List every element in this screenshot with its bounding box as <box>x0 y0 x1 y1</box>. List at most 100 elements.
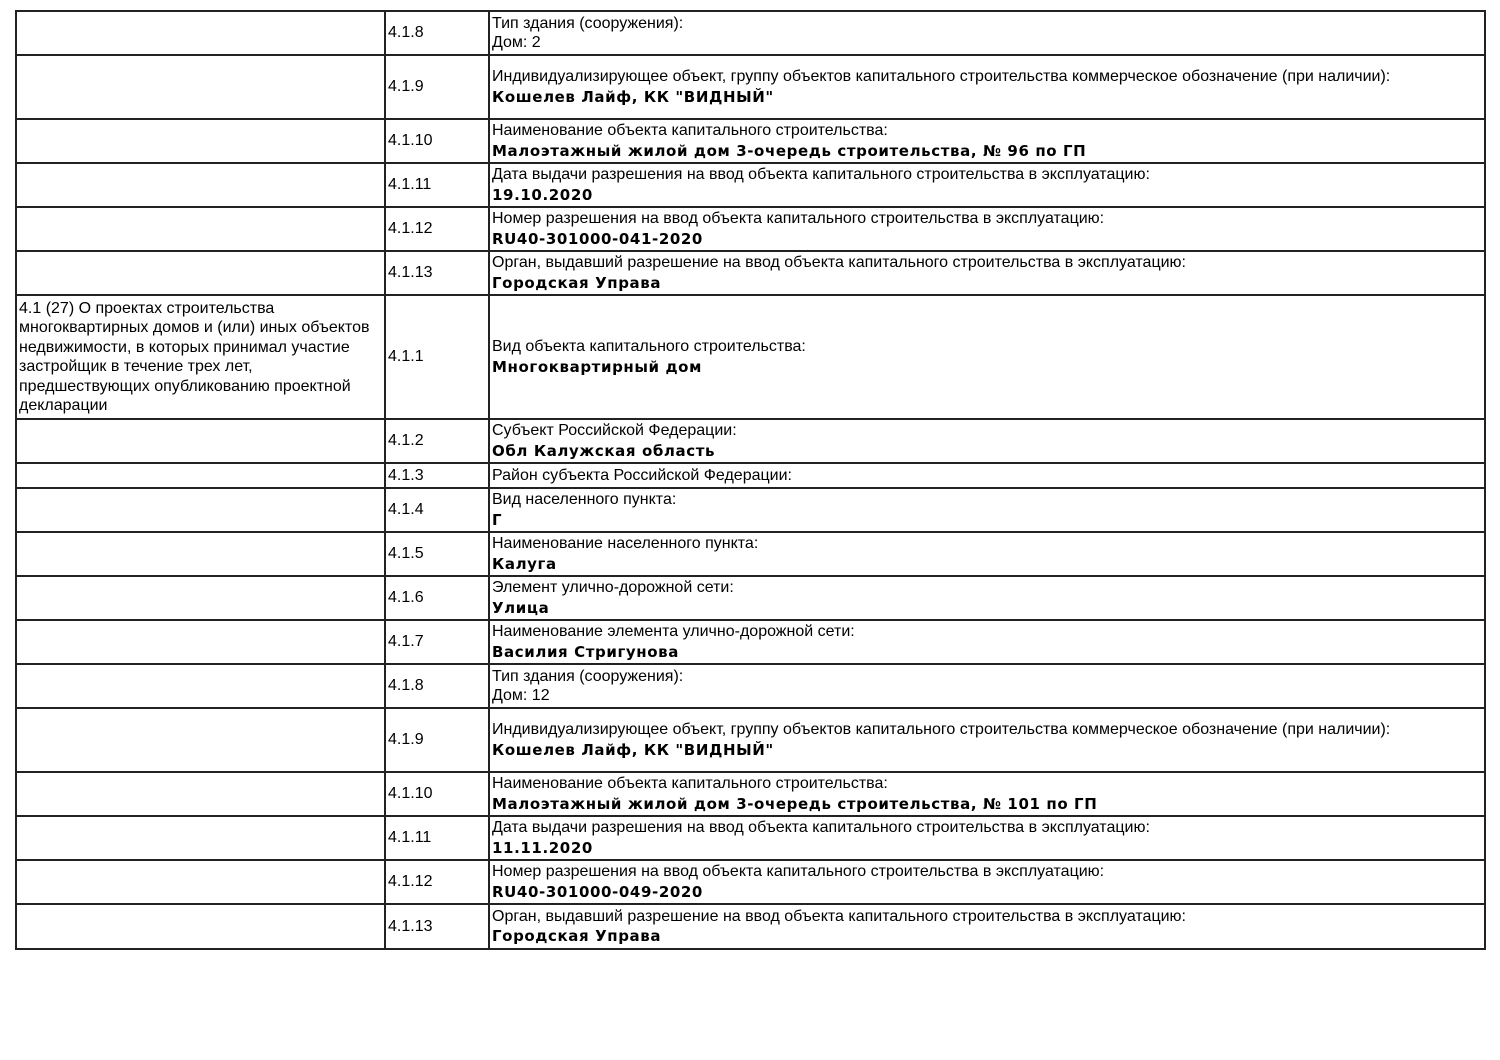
content-cell: Номер разрешения на ввод объекта капитал… <box>488 859 1486 905</box>
field-label: Наименование элемента улично-дорожной се… <box>492 623 855 641</box>
table-row: 4.1.13 Орган, выдавший разрешение на ввод… <box>15 250 1486 296</box>
field-label: Наименование объекта капитального строит… <box>492 122 888 140</box>
section-cell: 4.1 (27) О проектах строительства многок… <box>15 294 386 420</box>
field-value: Городская Управа <box>492 927 662 946</box>
section-cell <box>15 619 386 665</box>
code-cell: 4.1.6 <box>384 575 490 621</box>
field-label: Номер разрешения на ввод объекта капитал… <box>492 210 1105 228</box>
section-cell <box>15 663 386 709</box>
section-cell <box>15 859 386 905</box>
table-row: 4.1.11 Дата выдачи разрешения на ввод объ… <box>15 162 1486 208</box>
field-value: 19.10.2020 <box>492 185 593 204</box>
field-label: Дата выдачи разрешения на ввод объекта к… <box>492 166 1150 184</box>
section-cell <box>15 250 386 296</box>
code-cell: 4.1.9 <box>384 707 490 773</box>
section-cell <box>15 531 386 577</box>
content-cell: Дата выдачи разрешения на ввод объекта к… <box>488 815 1486 861</box>
field-label: Наименование населенного пункта: <box>492 535 759 553</box>
table-row: 4.1.10 Наименование объекта капитального … <box>15 118 1486 164</box>
field-label: Дата выдачи разрешения на ввод объекта к… <box>492 819 1150 837</box>
field-label: Индивидуализирующее объект, группу объек… <box>492 721 1391 739</box>
field-value: Дом: 2 <box>492 34 541 51</box>
field-value: RU40-301000-041-2020 <box>492 229 703 248</box>
field-label: Наименование объекта капитального строит… <box>492 775 888 793</box>
table-row: 4.1.10 Наименование объекта капитального … <box>15 771 1486 817</box>
section-cell <box>15 575 386 621</box>
table-row: 4.1.9 Индивидуализирующее объект, группу … <box>15 54 1486 120</box>
field-value: Кошелев Лайф, КК "ВИДНЫЙ" <box>492 87 774 106</box>
table-row: 4.1.5 Наименование населенного пункта: Кал… <box>15 531 1486 577</box>
section-cell <box>15 118 386 164</box>
section-cell <box>15 487 386 533</box>
code-cell: 4.1.9 <box>384 54 490 120</box>
content-cell: Орган, выдавший разрешение на ввод объек… <box>488 250 1486 296</box>
field-value: Обл Калужская область <box>492 441 716 460</box>
field-label: Вид населенного пункта: <box>492 491 677 509</box>
field-value: Малоэтажный жилой дом 3-очередь строител… <box>492 141 1087 160</box>
table-row: 4.1.12 Номер разрешения на ввод объекта к… <box>15 859 1486 905</box>
content-cell: Наименование объекта капитального строит… <box>488 118 1486 164</box>
table-row: 4.1.12 Номер разрешения на ввод объекта к… <box>15 206 1486 252</box>
table-row: 4.1.9 Индивидуализирующее объект, группу … <box>15 707 1486 773</box>
code-cell: 4.1.11 <box>384 815 490 861</box>
section-cell <box>15 707 386 773</box>
content-cell: Индивидуализирующее объект, группу объек… <box>488 54 1486 120</box>
code-cell: 4.1.10 <box>384 771 490 817</box>
field-value: Многоквартирный дом <box>492 357 702 376</box>
code-cell: 4.1.4 <box>384 487 490 533</box>
code-cell: 4.1.1 <box>384 294 490 420</box>
field-value: Василия Стригунова <box>492 642 679 661</box>
content-cell: Дата выдачи разрешения на ввод объекта к… <box>488 162 1486 208</box>
field-label: Тип здания (сооружения): <box>492 14 684 32</box>
field-value: Городская Управа <box>492 273 662 292</box>
field-value: Дом: 12 <box>492 687 550 704</box>
code-cell: 4.1.12 <box>384 206 490 252</box>
section-cell <box>15 10 386 56</box>
field-label: Орган, выдавший разрешение на ввод объек… <box>492 907 1186 925</box>
code-cell: 4.1.2 <box>384 418 490 464</box>
field-label: Индивидуализирующее объект, группу объек… <box>492 68 1391 86</box>
field-label: Тип здания (сооружения): <box>492 667 684 685</box>
table-row: 4.1.3 Район субъекта Российской Федерации… <box>15 462 1486 489</box>
content-cell: Элемент улично-дорожной сети: Улица <box>488 575 1486 621</box>
code-cell: 4.1.3 <box>384 462 490 489</box>
table-row: 4.1.13 Орган, выдавший разрешение на ввод… <box>15 903 1486 950</box>
declaration-table-body: 4.1.8 Тип здания (сооружения): Дом: 2 4.1.9… <box>15 10 1486 950</box>
content-cell: Номер разрешения на ввод объекта капитал… <box>488 206 1486 252</box>
field-label: Номер разрешения на ввод объекта капитал… <box>492 863 1105 881</box>
table-row: 4.1.8 Тип здания (сооружения): Дом: 2 <box>15 10 1486 56</box>
content-cell: Тип здания (сооружения): Дом: 12 <box>488 663 1486 709</box>
table-row: 4.1.7 Наименование элемента улично-дорожн… <box>15 619 1486 665</box>
content-cell: Вид объекта капитального строительства: М… <box>488 294 1486 420</box>
table-row: 4.1.8 Тип здания (сооружения): Дом: 12 <box>15 663 1486 709</box>
code-cell: 4.1.13 <box>384 903 490 950</box>
table-row: 4.1.4 Вид населенного пункта: Г <box>15 487 1486 533</box>
content-cell: Тип здания (сооружения): Дом: 2 <box>488 10 1486 56</box>
declaration-table: 4.1.8 Тип здания (сооружения): Дом: 2 4.1.9… <box>15 10 1486 950</box>
content-cell: Наименование населенного пункта: Калуга <box>488 531 1486 577</box>
code-cell: 4.1.10 <box>384 118 490 164</box>
table-row: 4.1.11 Дата выдачи разрешения на ввод объ… <box>15 815 1486 861</box>
section-cell <box>15 54 386 120</box>
content-cell: Индивидуализирующее объект, группу объек… <box>488 707 1486 773</box>
code-cell: 4.1.7 <box>384 619 490 665</box>
table-row: 4.1 (27) О проектах строительства многок… <box>15 294 1486 420</box>
section-cell <box>15 162 386 208</box>
content-cell: Орган, выдавший разрешение на ввод объек… <box>488 903 1486 950</box>
content-cell: Район субъекта Российской Федерации: <box>488 462 1486 489</box>
table-row: 4.1.2 Субъект Российской Федерации: Обл Ка… <box>15 418 1486 464</box>
field-value: Малоэтажный жилой дом 3-очередь строител… <box>492 794 1098 813</box>
section-cell <box>15 462 386 489</box>
field-value: RU40-301000-049-2020 <box>492 882 703 901</box>
field-label: Вид объекта капитального строительства: <box>492 338 806 356</box>
content-cell: Субъект Российской Федерации: Обл Калужск… <box>488 418 1486 464</box>
field-value: Кошелев Лайф, КК "ВИДНЫЙ" <box>492 740 774 759</box>
field-value: Калуга <box>492 554 557 573</box>
field-label: Орган, выдавший разрешение на ввод объек… <box>492 254 1186 272</box>
section-cell <box>15 771 386 817</box>
code-cell: 4.1.8 <box>384 663 490 709</box>
content-cell: Вид населенного пункта: Г <box>488 487 1486 533</box>
field-label: Район субъекта Российской Федерации: <box>492 466 792 484</box>
field-label: Субъект Российской Федерации: <box>492 422 737 440</box>
section-cell <box>15 418 386 464</box>
